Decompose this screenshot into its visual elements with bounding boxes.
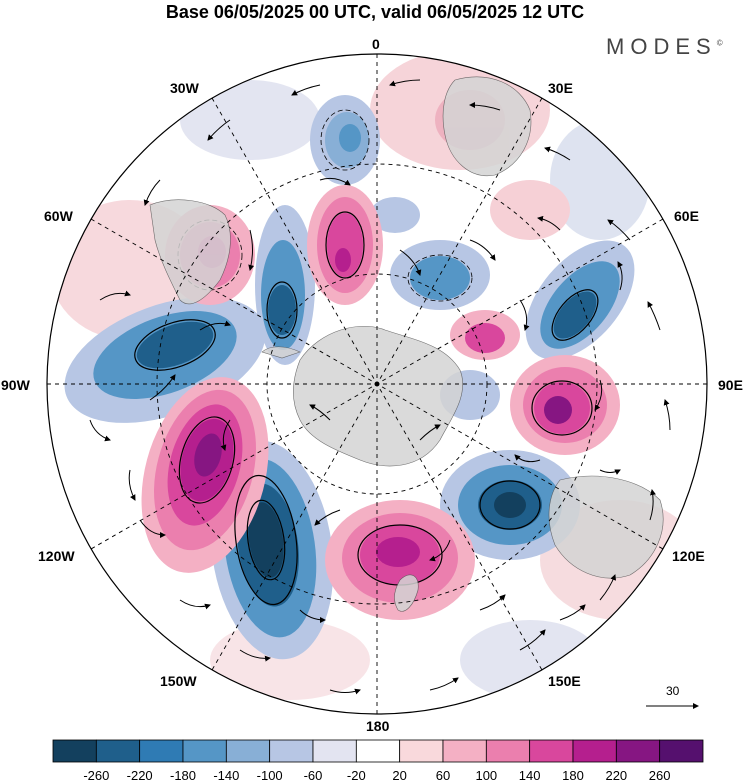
longitude-label-90e: 90E bbox=[718, 377, 743, 393]
colorbar-swatch bbox=[139, 739, 184, 763]
colorbar-tick-label: -100 bbox=[256, 768, 283, 783]
colorbar-tick-label: 20 bbox=[392, 768, 407, 783]
colorbar-swatch bbox=[182, 739, 227, 763]
colorbar-swatch bbox=[95, 739, 141, 763]
negative-anomaly-60e bbox=[525, 240, 635, 360]
map-boundary bbox=[46, 53, 708, 715]
negative-anomaly-120e bbox=[440, 450, 580, 560]
negative-anomaly-60w bbox=[255, 205, 315, 365]
reference-vector-label: 30 bbox=[666, 684, 680, 698]
map-title: Base 06/05/2025 00 UTC, valid 06/05/2025… bbox=[165, 2, 585, 22]
colorbar bbox=[52, 739, 704, 763]
colorbar-swatch bbox=[52, 739, 97, 763]
colorbar-tick-label: 100 bbox=[475, 768, 498, 783]
colorbar-swatch bbox=[442, 739, 487, 763]
colorbar-tick-label: -180 bbox=[169, 768, 197, 783]
australia-land bbox=[548, 475, 664, 579]
colorbar-swatch bbox=[529, 739, 574, 763]
longitude-label-30w: 30W bbox=[170, 80, 199, 96]
colorbar-swatch bbox=[355, 739, 401, 763]
colorbar-tick-label: 60 bbox=[435, 768, 451, 783]
longitude-label-180: 180 bbox=[366, 718, 390, 734]
brand-name: MODES bbox=[606, 34, 717, 59]
colorbar-swatch bbox=[615, 739, 661, 763]
colorbar-swatch bbox=[485, 739, 531, 763]
africa-land bbox=[442, 76, 532, 177]
positive-anomaly-120w bbox=[141, 377, 269, 573]
negative-anomaly-30w bbox=[310, 95, 380, 185]
south-pole-marker bbox=[374, 381, 380, 387]
colorbar-tick-label: -20 bbox=[346, 768, 366, 783]
longitude-label-0: 0 bbox=[372, 36, 380, 52]
longitude-label-60e: 60E bbox=[674, 208, 699, 224]
anomaly-contours bbox=[134, 211, 599, 606]
colorbar-swatch bbox=[399, 739, 444, 763]
longitude-label-120e: 120E bbox=[672, 548, 705, 564]
colorbar-tick-label: 140 bbox=[518, 768, 541, 783]
longitude-label-60w: 60W bbox=[44, 208, 73, 224]
longitude-label-90w: 90W bbox=[1, 377, 30, 393]
colorbar-swatch bbox=[572, 739, 617, 763]
colorbar-tick-label: 260 bbox=[648, 768, 671, 783]
wind-vectors bbox=[89, 79, 671, 695]
modes-logo: MODES© bbox=[606, 34, 723, 60]
new-zealand-land bbox=[394, 574, 419, 612]
colorbar-tick-label: -220 bbox=[126, 768, 153, 783]
latitude-circle-middle bbox=[156, 163, 598, 605]
land-masses bbox=[149, 76, 664, 612]
positive-anomaly-45e bbox=[450, 310, 520, 360]
longitude-label-150w: 150W bbox=[160, 673, 197, 689]
negative-anomaly-20e bbox=[390, 240, 490, 310]
colorbar-swatch bbox=[269, 739, 314, 763]
longitude-label-150e: 150E bbox=[548, 673, 581, 689]
antarctica-land bbox=[292, 325, 464, 467]
positive-anomaly-30w bbox=[307, 185, 383, 305]
colorbar-tick-label: -140 bbox=[213, 768, 240, 783]
south-america-land bbox=[149, 199, 231, 305]
colorbar-tick-label: 180 bbox=[562, 768, 584, 783]
colorbar-tick-label: -60 bbox=[303, 768, 323, 783]
map-disk bbox=[47, 54, 707, 714]
colorbar-swatch bbox=[225, 739, 271, 763]
longitude-label-120w: 120W bbox=[38, 548, 75, 564]
longitude-label-30e: 30E bbox=[548, 80, 573, 96]
positive-anomaly-90e bbox=[510, 355, 620, 455]
anomaly-field bbox=[50, 54, 700, 700]
positive-anomaly-180 bbox=[325, 500, 475, 620]
colorbar-swatch bbox=[312, 739, 357, 763]
colorbar-tick-label: 220 bbox=[605, 768, 628, 783]
antarctic-peninsula bbox=[261, 346, 301, 359]
colorbar-tick-label: -260 bbox=[83, 768, 110, 783]
brand-mark: © bbox=[716, 38, 723, 48]
colorbar-swatch bbox=[659, 739, 704, 763]
